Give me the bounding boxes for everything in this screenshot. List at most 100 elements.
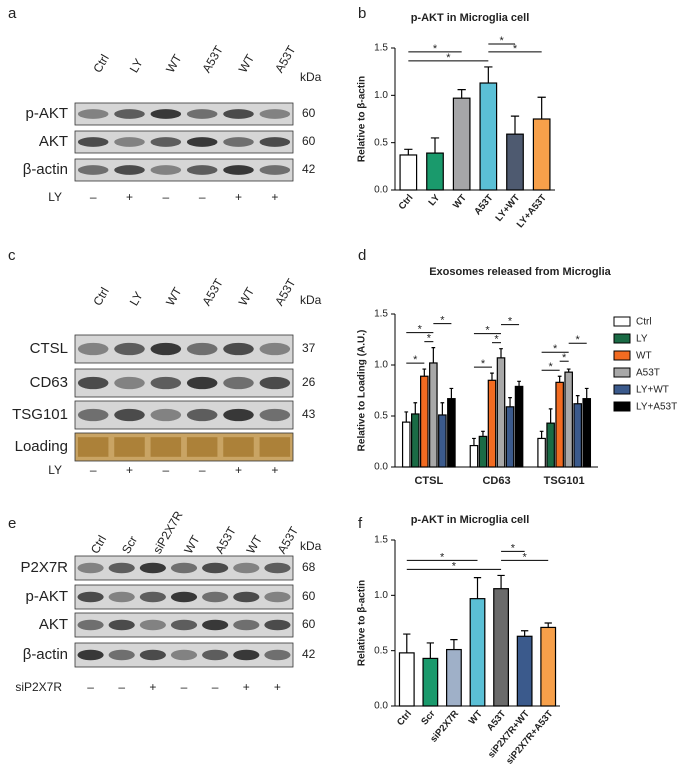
x-tick-label: WT [467, 708, 485, 727]
treatment-sign: + [235, 463, 242, 477]
significance-label: * [418, 324, 423, 336]
blot-band [77, 619, 104, 631]
kda-value: 68 [302, 560, 316, 574]
bar [452, 97, 471, 191]
lane-label: Ctrl [88, 533, 109, 556]
bar [426, 152, 444, 191]
blot-band [233, 649, 260, 661]
lane-label: LY [127, 289, 146, 308]
lane-label: A53T [199, 276, 226, 308]
significance-label: * [562, 352, 567, 364]
treatment-sign: – [199, 190, 206, 204]
error-bar [508, 397, 512, 407]
blot-strip [74, 158, 294, 182]
blot-band [150, 109, 182, 119]
lane-label: Ctrl [90, 52, 111, 75]
blot-band [223, 137, 254, 147]
blot-band [202, 649, 229, 661]
blot-band [259, 376, 291, 390]
significance-label: * [485, 325, 490, 337]
row-label: CTSL [30, 340, 68, 357]
y-axis-label: Relative to β-actin [357, 76, 368, 162]
significance-label: * [500, 35, 505, 47]
blot-band [108, 619, 135, 631]
blot-band [233, 591, 260, 603]
blot-strip [74, 368, 294, 398]
y-tick-label: 1.5 [374, 43, 388, 54]
y-tick-label: 0.0 [374, 462, 388, 473]
treatment-label: LY [48, 463, 62, 477]
blot-band [259, 437, 291, 457]
blot-band [233, 619, 260, 631]
error-bar [575, 395, 580, 404]
bar [516, 635, 533, 707]
blot-band [139, 619, 166, 631]
legend-label: WT [636, 351, 652, 362]
significance-label: * [523, 551, 528, 563]
significance-label: * [433, 43, 438, 55]
blot-band [264, 649, 291, 661]
blot-band [202, 591, 229, 603]
blot-band [114, 376, 145, 390]
blot-band [77, 137, 109, 147]
significance-label: * [494, 334, 499, 346]
bar [399, 154, 418, 191]
blot-band [186, 165, 218, 175]
blot-band [108, 591, 135, 603]
x-tick-label: CTSL [414, 475, 443, 487]
kda-value: 60 [302, 589, 316, 603]
treatment-sign: – [162, 190, 169, 204]
legend-swatch [613, 384, 631, 395]
row-label: Loading [15, 438, 68, 455]
lane-label: WT [163, 51, 185, 75]
significance-label: * [548, 361, 553, 373]
row-label: p-AKT [25, 588, 68, 605]
kda-value: 60 [302, 106, 316, 120]
blot-band [114, 109, 145, 119]
blot-band [150, 376, 182, 390]
lane-label: WT [244, 532, 266, 556]
bar [493, 588, 509, 707]
treatment-sign: + [235, 190, 242, 204]
blot-band [223, 165, 254, 175]
significance-label: * [440, 315, 445, 327]
significance-label: * [508, 316, 513, 328]
row-label: β-actin [23, 161, 68, 178]
blot-band [77, 408, 109, 422]
bar [429, 362, 438, 468]
treatment-sign: – [162, 463, 169, 477]
blot-band [77, 376, 109, 390]
bar [537, 437, 546, 468]
blot-band [186, 376, 218, 390]
blot-band [223, 109, 254, 119]
bar [582, 398, 592, 468]
error-bar [430, 137, 440, 154]
treatment-sign: + [149, 680, 156, 694]
blot-strip [74, 400, 294, 430]
treatment-sign: + [126, 190, 133, 204]
significance-label: * [511, 542, 516, 554]
treatment-sign: – [212, 680, 219, 694]
bar [478, 435, 488, 468]
blot-band [150, 342, 182, 356]
error-bar [422, 368, 427, 377]
error-bar [449, 387, 454, 399]
significance-label: * [481, 358, 486, 370]
chart-title: p-AKT in Microglia cell [411, 12, 530, 24]
lane-label: A53T [272, 43, 299, 75]
blot-band [223, 437, 254, 457]
blot-band [108, 562, 135, 574]
kda-value: 26 [302, 375, 316, 389]
kda-value: 43 [302, 407, 316, 421]
legend-swatch [613, 367, 631, 378]
treatment-sign: + [126, 463, 133, 477]
lane-label: WT [236, 51, 258, 75]
row-label: p-AKT [25, 105, 68, 122]
blot-band [233, 562, 260, 574]
lane-label: WT [181, 532, 203, 556]
legend-label: Ctrl [636, 317, 652, 328]
blot-strip [74, 334, 294, 364]
error-bar [413, 402, 418, 414]
blot-band [259, 342, 291, 356]
blot-band [259, 109, 291, 119]
